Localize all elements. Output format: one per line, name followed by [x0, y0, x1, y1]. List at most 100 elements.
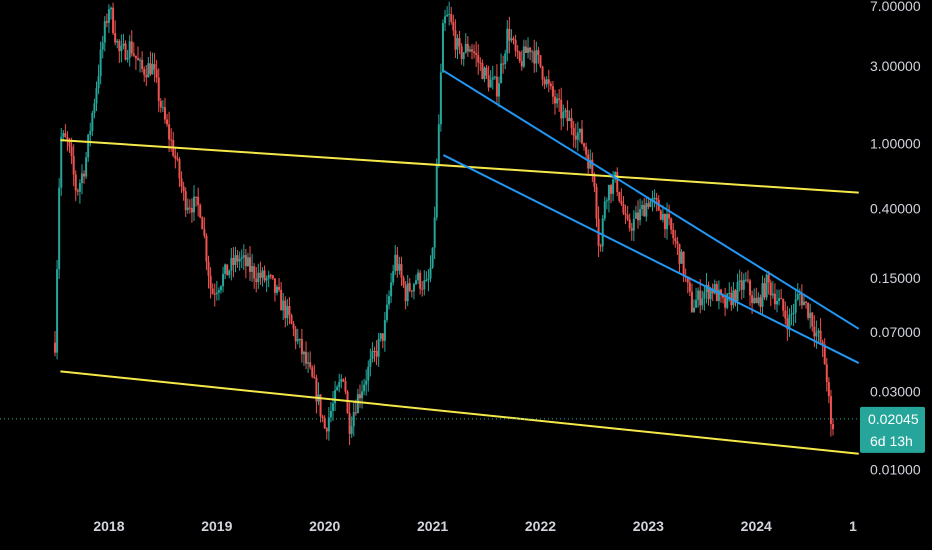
candle-body [707, 285, 710, 300]
candle-body [110, 7, 113, 10]
candle-body [350, 426, 353, 434]
candle-body [556, 98, 559, 104]
candle [118, 39, 121, 63]
candle [634, 205, 637, 219]
candle [83, 170, 86, 184]
candle [396, 247, 399, 278]
candle [348, 402, 351, 445]
candle-body [533, 51, 536, 64]
candle-body [271, 275, 274, 279]
y-axis[interactable]: 7.00000 3.00000 1.00000 0.40000 0.15000 0.070… [870, 0, 921, 478]
candle [116, 39, 119, 49]
candle-body [601, 218, 604, 247]
candle [769, 279, 772, 307]
candle [549, 81, 552, 90]
candle-body [543, 79, 546, 85]
candle [736, 273, 739, 312]
candle-body [784, 310, 787, 319]
candle [269, 273, 272, 280]
candle [224, 263, 227, 280]
candle-body [807, 302, 810, 318]
candle-body [149, 63, 152, 75]
candle [197, 187, 200, 217]
candle [95, 81, 98, 112]
x-axis[interactable]: 2018 2019 2020 2021 2022 2023 2024 1 [93, 518, 857, 534]
candle-body [441, 23, 444, 73]
trendline-upper-resistance[interactable] [60, 139, 859, 194]
candle-body [244, 255, 247, 266]
candle-body [524, 46, 527, 53]
candle [524, 40, 527, 54]
candle [176, 152, 179, 162]
candle [753, 288, 756, 305]
candle-body [128, 41, 131, 58]
candle-body [215, 292, 218, 295]
candle [456, 34, 459, 60]
candle-body [228, 270, 231, 276]
candle [761, 275, 764, 315]
candle-body [493, 76, 496, 78]
candle-body [209, 275, 212, 289]
candle-body [259, 272, 262, 278]
trendline-channel-upper[interactable] [442, 69, 860, 330]
candle [300, 328, 303, 363]
x-tick-label: 2021 [417, 518, 448, 534]
candle [512, 36, 515, 45]
candle [705, 272, 708, 304]
candle-body [203, 229, 206, 236]
candle [516, 45, 519, 60]
candle-body [284, 300, 287, 319]
candle [242, 244, 245, 271]
candle-body [222, 273, 225, 287]
candle [697, 287, 700, 308]
candle [122, 33, 125, 50]
candle-body [788, 314, 791, 330]
candle-body [796, 294, 799, 300]
candle-body [396, 254, 399, 271]
candle-body [425, 279, 428, 281]
candle [757, 292, 760, 306]
candle [286, 299, 289, 326]
candle-body [771, 293, 774, 296]
candle-body [568, 118, 571, 122]
candle [485, 64, 488, 79]
candle-body [514, 40, 517, 51]
candle [809, 303, 812, 329]
candle-body [93, 103, 96, 113]
candle-body [89, 131, 92, 135]
candle [466, 36, 469, 57]
candle-body [794, 299, 797, 313]
candle [253, 263, 256, 289]
candle-body [775, 301, 778, 305]
candle-body [605, 200, 608, 202]
candle [149, 51, 152, 76]
candle [126, 49, 129, 63]
candle [236, 249, 239, 268]
candle-body [659, 210, 662, 220]
candle-body [313, 376, 316, 378]
candle-body [473, 51, 476, 54]
candle-body [197, 196, 200, 206]
candle-body [591, 159, 594, 174]
candle [215, 280, 218, 301]
candle-body [819, 330, 822, 342]
candle [219, 285, 222, 294]
candle-body [574, 135, 577, 140]
candle-body [421, 288, 424, 290]
trendline-lower-support[interactable] [60, 370, 859, 455]
candle [419, 270, 422, 295]
candle-body [817, 330, 820, 333]
candle-body [620, 200, 623, 205]
candle-body [99, 49, 102, 77]
candle-body [800, 293, 803, 306]
candle-body [713, 284, 716, 294]
candle-body [257, 272, 260, 283]
trendline-channel-lower[interactable] [442, 154, 860, 364]
candle-body [354, 412, 357, 414]
candle-body [398, 264, 401, 271]
candle-body [757, 297, 760, 304]
candle-body [414, 280, 417, 284]
candle [649, 199, 652, 208]
